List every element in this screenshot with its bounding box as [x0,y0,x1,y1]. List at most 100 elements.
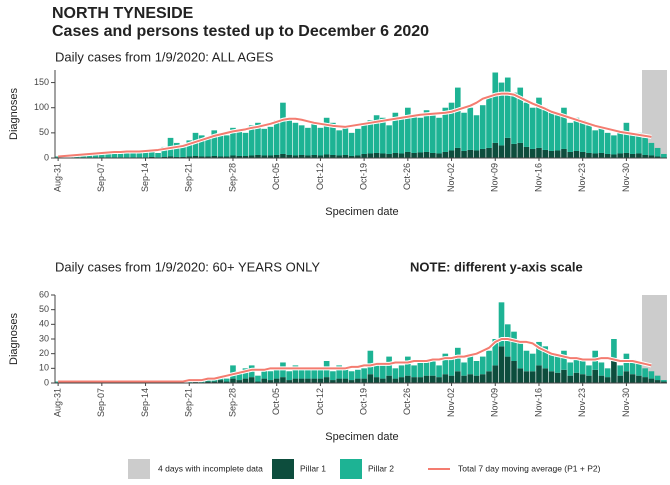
bar [567,362,574,376]
bar [636,153,642,158]
bar [180,145,186,157]
bar [236,155,243,158]
x-tick-label: Sep-28 [227,388,237,417]
bar [211,130,218,156]
bar [586,125,592,153]
bar [298,154,305,158]
bar [486,371,492,383]
bar [267,371,274,381]
bar [417,377,424,383]
bar [629,374,636,383]
bar [548,371,555,383]
bar [423,110,430,152]
bar [205,380,211,382]
bar [286,380,292,383]
bar [442,151,449,158]
bar [311,368,317,379]
bar [561,107,567,149]
x-tick-label: Sep-28 [227,163,237,192]
bar [323,377,330,383]
bar [504,137,511,158]
bar [392,152,399,158]
bar [211,155,218,158]
bar [342,127,349,155]
bar [317,127,324,156]
bar [554,356,561,373]
bar [330,371,336,381]
bar [486,147,492,158]
bar [380,153,386,158]
bar [648,371,655,379]
bar [430,361,436,376]
bar [423,375,430,383]
bar [436,117,442,154]
bar [536,365,542,383]
bar [386,125,392,154]
bar [586,365,592,376]
bar [617,153,623,158]
bar [448,150,455,158]
x-tick-label: Nov-30 [621,388,631,417]
bar [604,377,611,383]
y-tick-label: 150 [34,77,49,87]
bar [592,153,598,158]
bar [423,151,430,158]
bar [498,346,505,383]
bar [161,156,168,158]
y-tick-label: 10 [39,363,49,373]
bar [255,381,261,383]
x-tick-label: Nov-09 [490,388,500,417]
bar [598,362,605,376]
bar [311,154,317,158]
bar [573,356,580,373]
bar [642,154,648,158]
bar [336,378,342,383]
bar [173,142,180,157]
bar [473,150,480,158]
bar [99,152,105,158]
bar [192,381,199,383]
legend-swatch [272,459,294,479]
bar [186,381,193,383]
bar [479,148,486,158]
x-tick-label: Oct-19 [358,388,368,415]
bar [661,153,667,158]
bar [361,368,367,379]
y-tick-label: 100 [34,102,49,112]
bar [373,152,380,158]
y-tick-label: 20 [39,348,49,358]
bar [623,122,630,153]
bar [517,368,524,383]
bar [579,151,586,158]
bar [255,154,261,158]
bar [479,105,486,149]
y-tick-label: 50 [39,127,49,137]
bar [367,374,374,383]
bar [342,378,349,383]
bar [661,380,667,382]
bar [529,148,536,158]
bar [261,155,268,158]
bar [554,150,561,158]
bar [604,132,611,154]
bar [554,372,561,383]
bar [617,365,623,376]
bar [511,92,517,144]
bar [411,377,417,383]
y-tick-label: 60 [39,289,49,299]
bar [586,375,592,383]
bar [417,117,424,153]
bar [523,371,530,383]
bar [298,378,305,383]
bar [305,366,311,379]
panel-note: NOTE: different y-axis scale [410,259,583,274]
bar [592,369,598,383]
bar [536,147,542,158]
bar [467,353,474,375]
bar [205,381,211,383]
bar [536,341,542,366]
bar [448,102,455,151]
bar [448,375,455,383]
bar [236,371,243,381]
bar [636,375,642,383]
